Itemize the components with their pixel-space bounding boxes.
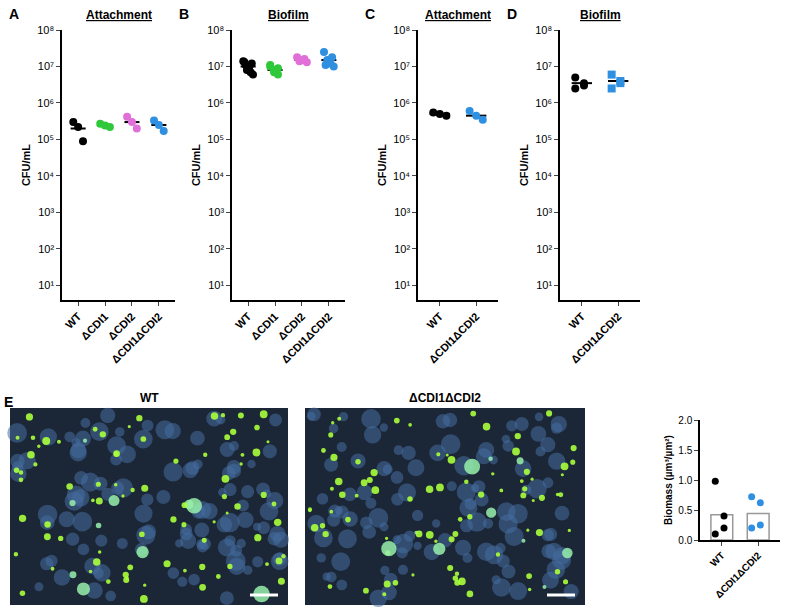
svg-text:WT: WT — [567, 310, 588, 331]
svg-text:10⁴: 10⁴ — [207, 170, 224, 182]
svg-text:CFU/mL: CFU/mL — [20, 144, 32, 186]
svg-text:10²: 10² — [536, 243, 552, 255]
svg-text:ΔCDI1: ΔCDI1 — [249, 310, 281, 342]
svg-text:10³: 10³ — [38, 206, 54, 218]
svg-text:10⁷: 10⁷ — [208, 60, 224, 72]
svg-text:10⁷: 10⁷ — [394, 60, 410, 72]
svg-text:E: E — [4, 394, 13, 410]
svg-text:WT: WT — [708, 550, 727, 569]
svg-text:WT: WT — [63, 310, 84, 331]
svg-text:10³: 10³ — [208, 206, 224, 218]
svg-text:10⁶: 10⁶ — [535, 97, 552, 109]
svg-text:CFU/mL: CFU/mL — [190, 144, 202, 186]
svg-text:10⁵: 10⁵ — [207, 133, 224, 145]
svg-text:Biofilm: Biofilm — [580, 8, 621, 22]
svg-text:CFU/mL: CFU/mL — [376, 144, 388, 186]
svg-text:ΔCDI1ΔCDI2: ΔCDI1ΔCDI2 — [409, 391, 481, 405]
svg-text:10⁵: 10⁵ — [535, 133, 552, 145]
svg-text:10⁶: 10⁶ — [207, 97, 224, 109]
svg-text:ΔCDI1ΔCDI2: ΔCDI1ΔCDI2 — [279, 310, 334, 365]
svg-text:CFU/mL: CFU/mL — [518, 144, 530, 186]
svg-text:0.5: 0.5 — [678, 505, 692, 516]
svg-text:10²: 10² — [38, 243, 54, 255]
svg-text:10⁶: 10⁶ — [37, 97, 54, 109]
svg-text:10⁸: 10⁸ — [535, 24, 552, 36]
svg-text:10¹: 10¹ — [536, 279, 552, 291]
svg-text:10⁷: 10⁷ — [536, 60, 552, 72]
svg-text:10¹: 10¹ — [208, 279, 224, 291]
svg-text:2.0: 2.0 — [678, 415, 692, 426]
svg-text:10⁸: 10⁸ — [37, 24, 54, 36]
svg-text:10²: 10² — [208, 243, 224, 255]
svg-text:ΔCDI2: ΔCDI2 — [275, 310, 307, 342]
svg-text:10⁵: 10⁵ — [37, 133, 54, 145]
svg-text:10¹: 10¹ — [394, 279, 410, 291]
svg-text:WT: WT — [233, 310, 254, 331]
svg-text:ΔCDI2: ΔCDI2 — [105, 310, 137, 342]
svg-text:10⁴: 10⁴ — [37, 170, 54, 182]
svg-text:D: D — [507, 6, 517, 22]
svg-text:0.0: 0.0 — [678, 535, 692, 546]
svg-text:10¹: 10¹ — [38, 279, 54, 291]
svg-text:10³: 10³ — [536, 206, 552, 218]
svg-text:10⁴: 10⁴ — [393, 170, 410, 182]
svg-text:C: C — [365, 6, 375, 22]
svg-text:WT: WT — [425, 310, 446, 331]
svg-text:ΔCDI1ΔCDI2: ΔCDI1ΔCDI2 — [109, 310, 164, 365]
svg-text:Attachment: Attachment — [86, 8, 152, 22]
svg-text:Biomass (µm³/µm²): Biomass (µm³/µm²) — [663, 435, 674, 525]
svg-text:10⁷: 10⁷ — [38, 60, 54, 72]
svg-text:10⁸: 10⁸ — [207, 24, 224, 36]
svg-text:10²: 10² — [394, 243, 410, 255]
svg-text:ΔCDI1ΔCDI2: ΔCDI1ΔCDI2 — [568, 310, 623, 365]
svg-text:B: B — [179, 6, 189, 22]
svg-text:10⁴: 10⁴ — [535, 170, 552, 182]
svg-text:A: A — [9, 6, 19, 22]
svg-text:10⁵: 10⁵ — [393, 133, 410, 145]
svg-text:ΔCDI1ΔCDI2: ΔCDI1ΔCDI2 — [713, 550, 763, 600]
svg-text:ΔCDI1ΔCDI2: ΔCDI1ΔCDI2 — [426, 310, 481, 365]
svg-text:Biofilm: Biofilm — [268, 8, 309, 22]
svg-text:10⁸: 10⁸ — [393, 24, 410, 36]
svg-text:10⁶: 10⁶ — [393, 97, 410, 109]
svg-text:ΔCDI1: ΔCDI1 — [79, 310, 111, 342]
svg-text:Attachment: Attachment — [425, 8, 491, 22]
svg-text:10³: 10³ — [394, 206, 410, 218]
svg-text:1.5: 1.5 — [678, 445, 692, 456]
svg-text:WT: WT — [140, 391, 159, 405]
svg-text:1.0: 1.0 — [678, 475, 692, 486]
